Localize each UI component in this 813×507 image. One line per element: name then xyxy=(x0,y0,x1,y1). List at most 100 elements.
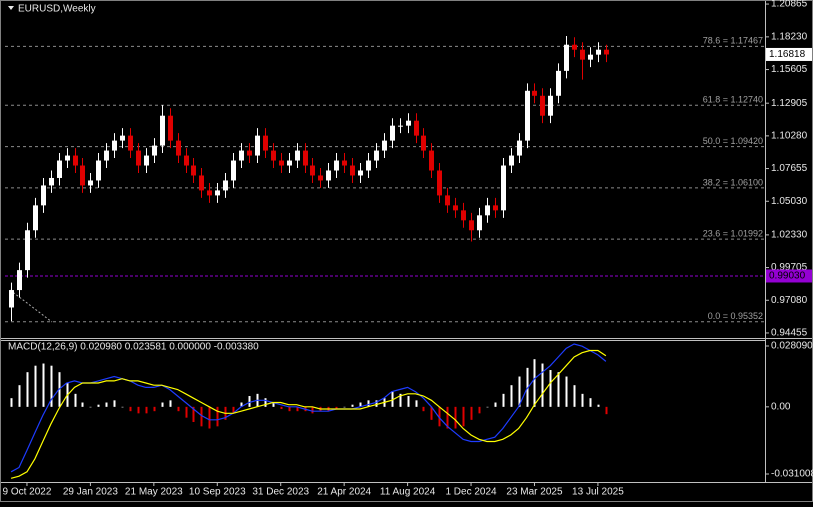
y-tick-label: 0.00 xyxy=(771,401,791,412)
candle-body xyxy=(263,135,268,151)
y-tick-label: 1.02330 xyxy=(771,230,808,241)
candle-body xyxy=(525,90,530,141)
candle-body xyxy=(231,160,236,181)
candle-body xyxy=(80,165,85,186)
candle-body xyxy=(493,205,498,211)
macd-bar xyxy=(518,376,521,407)
macd-bar xyxy=(113,400,116,407)
candle-body xyxy=(342,160,347,166)
candle-body xyxy=(223,180,228,191)
candle-body xyxy=(310,165,315,176)
macd-bar xyxy=(557,372,560,407)
chart-title: EURUSD,Weekly xyxy=(18,4,96,15)
y-tick-label: 0.94455 xyxy=(771,328,808,339)
macd-bar xyxy=(200,406,203,427)
candle-body xyxy=(572,44,577,50)
candle-body xyxy=(73,155,78,166)
candle-body xyxy=(255,135,260,156)
candle-body xyxy=(596,49,601,55)
candle-body xyxy=(564,44,569,71)
macd-bar xyxy=(10,398,13,407)
macd-bar xyxy=(145,406,148,414)
macd-bar xyxy=(137,406,140,414)
macd-line xyxy=(10,349,607,479)
macd-bar xyxy=(343,406,346,408)
candle-body xyxy=(33,205,38,231)
macd-bar xyxy=(438,406,441,427)
candle-body xyxy=(207,190,212,196)
level-price-box xyxy=(766,269,812,283)
candle-body xyxy=(326,170,331,181)
candle-body xyxy=(199,175,204,191)
macd-bar xyxy=(121,406,124,408)
macd-bar xyxy=(153,406,156,412)
candle-body xyxy=(65,155,70,161)
macd-bar xyxy=(34,365,37,407)
macd-line xyxy=(10,343,607,473)
macd-bar xyxy=(169,400,172,407)
macd-bar xyxy=(533,359,536,407)
candle-body xyxy=(176,140,181,156)
candle-body xyxy=(152,145,157,156)
macd-bar xyxy=(81,402,84,407)
candle-body xyxy=(421,135,426,151)
fib-label: 61.8 = 1.12740 xyxy=(703,95,763,105)
fib-label: 38.2 = 1.06100 xyxy=(703,177,763,187)
macd-bar xyxy=(280,406,283,410)
candle-body xyxy=(239,150,244,161)
x-tick-label: 13 Jul 2025 xyxy=(572,487,624,498)
y-tick-label: 1.05030 xyxy=(771,196,808,207)
macd-bar xyxy=(462,406,465,427)
candle-body xyxy=(501,165,506,211)
candle-body xyxy=(295,150,300,161)
candle-body xyxy=(303,150,308,166)
macd-bar xyxy=(494,402,497,407)
macd-bar xyxy=(589,398,592,407)
macd-bar xyxy=(470,406,473,420)
indicator-title: MACD(12,26,9) 0.020980 0.023581 0.000000… xyxy=(8,342,259,353)
macd-bar xyxy=(454,406,457,429)
x-tick-label: 23 Mar 2025 xyxy=(506,487,563,498)
menu-arrow[interactable] xyxy=(8,6,14,10)
macd-bar xyxy=(597,404,600,407)
candle-body xyxy=(168,115,173,141)
candle-body xyxy=(49,177,54,186)
fib-label: 50.0 = 1.09420 xyxy=(703,136,763,146)
fib-label: 23.6 = 1.01992 xyxy=(703,228,763,238)
macd-bar xyxy=(248,396,251,407)
candle-body xyxy=(247,150,252,156)
candle-body xyxy=(96,160,101,181)
y-tick-label: 0.028090 xyxy=(771,341,813,352)
y-tick-label: 1.18230 xyxy=(771,32,808,43)
candle-body xyxy=(136,150,141,166)
current-price-box xyxy=(766,47,812,61)
macd-bar xyxy=(335,406,338,410)
fib-label: 78.6 = 1.17467 xyxy=(703,36,763,46)
macd-bar xyxy=(478,406,481,414)
candle-body xyxy=(429,150,434,171)
candle-body xyxy=(453,205,458,211)
candle-body xyxy=(374,150,379,161)
macd-bar xyxy=(422,406,425,412)
x-tick-label: 9 Oct 2022 xyxy=(2,487,51,498)
macd-bar xyxy=(177,406,180,412)
candle-body xyxy=(477,215,482,231)
candle-body xyxy=(382,140,387,151)
x-tick-label: 31 Dec 2023 xyxy=(252,487,309,498)
candle-body xyxy=(390,125,395,141)
macd-bar xyxy=(42,363,45,407)
macd-bar xyxy=(192,406,195,423)
x-tick-label: 10 Sep 2023 xyxy=(189,487,246,498)
candle-body xyxy=(318,175,323,181)
candle-body xyxy=(41,185,46,206)
current-price-label: 1.16818 xyxy=(769,49,806,60)
candle-body xyxy=(358,170,363,176)
candle-body xyxy=(580,49,585,60)
fib-trend-line xyxy=(9,289,53,323)
candle-body xyxy=(437,170,442,196)
candle-body xyxy=(57,160,62,178)
level-price-label: 0.99030 xyxy=(769,271,806,282)
candle-body xyxy=(184,155,189,166)
y-tick-label: 1.12905 xyxy=(771,98,808,109)
macd-bar xyxy=(486,406,489,408)
